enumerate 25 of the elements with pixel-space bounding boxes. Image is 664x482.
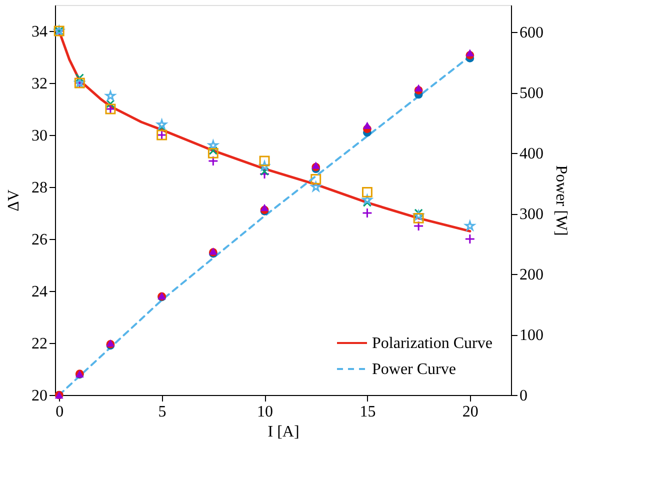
y2-tick-label: 100 [520, 327, 544, 344]
y-tick-label: 24 [32, 284, 48, 300]
y-tick-label: 26 [32, 232, 48, 248]
y-tick-label: 30 [32, 128, 48, 144]
y2-tick-label: 200 [520, 266, 544, 284]
x-tick-label: 0 [56, 404, 64, 420]
legend-label: Polarization Curve [372, 335, 492, 352]
x-tick-label: 20 [462, 404, 478, 420]
x-tick-label: 10 [257, 404, 274, 420]
y-tick-label: 34 [32, 24, 48, 40]
y2-axis-title: Power [W] [552, 165, 570, 236]
y2-tick-label: 0 [520, 388, 528, 404]
y-tick-label: 28 [32, 180, 48, 196]
x-tick-label: 15 [360, 404, 376, 420]
y2-tick-label: 500 [520, 85, 544, 102]
y2-tick-label: 400 [520, 146, 544, 163]
y-tick-label: 32 [32, 76, 48, 92]
x-tick-label: 5 [158, 404, 166, 420]
y-axis-title: ΔV [6, 189, 22, 212]
y-tick-label: 22 [32, 336, 48, 352]
x-axis-title: I [A] [268, 424, 300, 440]
y-tick-label: 20 [32, 388, 48, 404]
legend-label: Power Curve [372, 361, 456, 378]
y2-tick-label: 300 [520, 206, 544, 224]
y2-tick-label: 600 [520, 24, 544, 42]
